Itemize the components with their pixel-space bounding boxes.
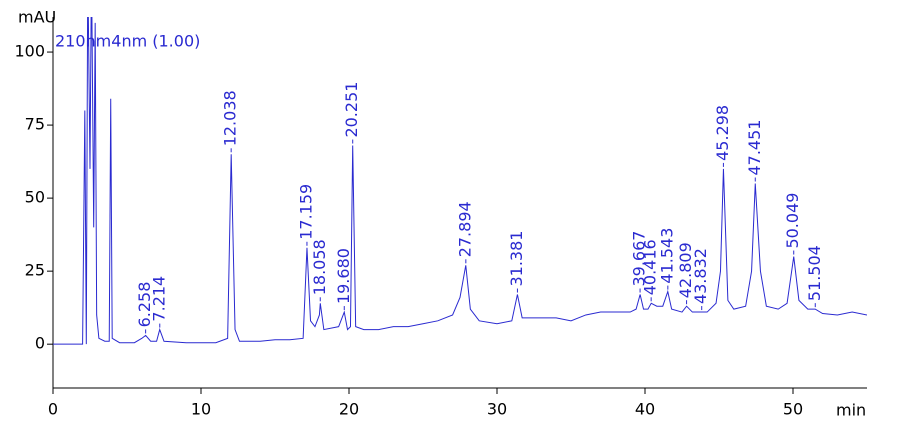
y-tick-label: 100	[14, 42, 45, 61]
peak-label: 41.543	[657, 228, 676, 284]
peak-label: 42.809	[676, 242, 695, 298]
peak-label: 18.058	[310, 239, 329, 295]
peak-label: 50.049	[783, 193, 802, 249]
peak-label: 40.416	[641, 239, 660, 295]
peak-label: 51.504	[805, 245, 824, 301]
peak-label: 47.451	[745, 120, 764, 176]
x-tick-label: 40	[635, 400, 655, 419]
y-axis-label: mAU	[18, 8, 56, 27]
y-tick-label: 25	[25, 261, 45, 280]
peak-label: 12.038	[221, 90, 240, 146]
peak-label: 43.832	[691, 248, 710, 304]
x-tick-label: 30	[487, 400, 507, 419]
peak-label: 20.251	[342, 82, 361, 138]
peak-label: 27.894	[455, 201, 474, 257]
peak-label: 45.298	[713, 105, 732, 161]
y-tick-label: 50	[25, 188, 45, 207]
peak-label: 6.258	[135, 282, 154, 328]
peak-label: 19.680	[334, 248, 353, 304]
plot-area	[53, 17, 867, 345]
peak-label: 39.667	[630, 231, 649, 287]
y-tick-label: 0	[35, 334, 45, 353]
y-tick-label: 75	[25, 115, 45, 134]
peak-label: 31.381	[507, 231, 526, 287]
legend-text: 210nm4nm (1.00)	[55, 32, 200, 51]
chromatogram-trace	[53, 17, 867, 345]
x-tick-label: 0	[48, 400, 58, 419]
peak-label: 7.214	[149, 276, 168, 322]
x-tick-label: 10	[191, 400, 211, 419]
x-tick-label: 20	[339, 400, 359, 419]
peak-label: 17.159	[296, 184, 315, 240]
x-tick-label: 50	[783, 400, 803, 419]
x-axis-label: min	[836, 401, 866, 420]
